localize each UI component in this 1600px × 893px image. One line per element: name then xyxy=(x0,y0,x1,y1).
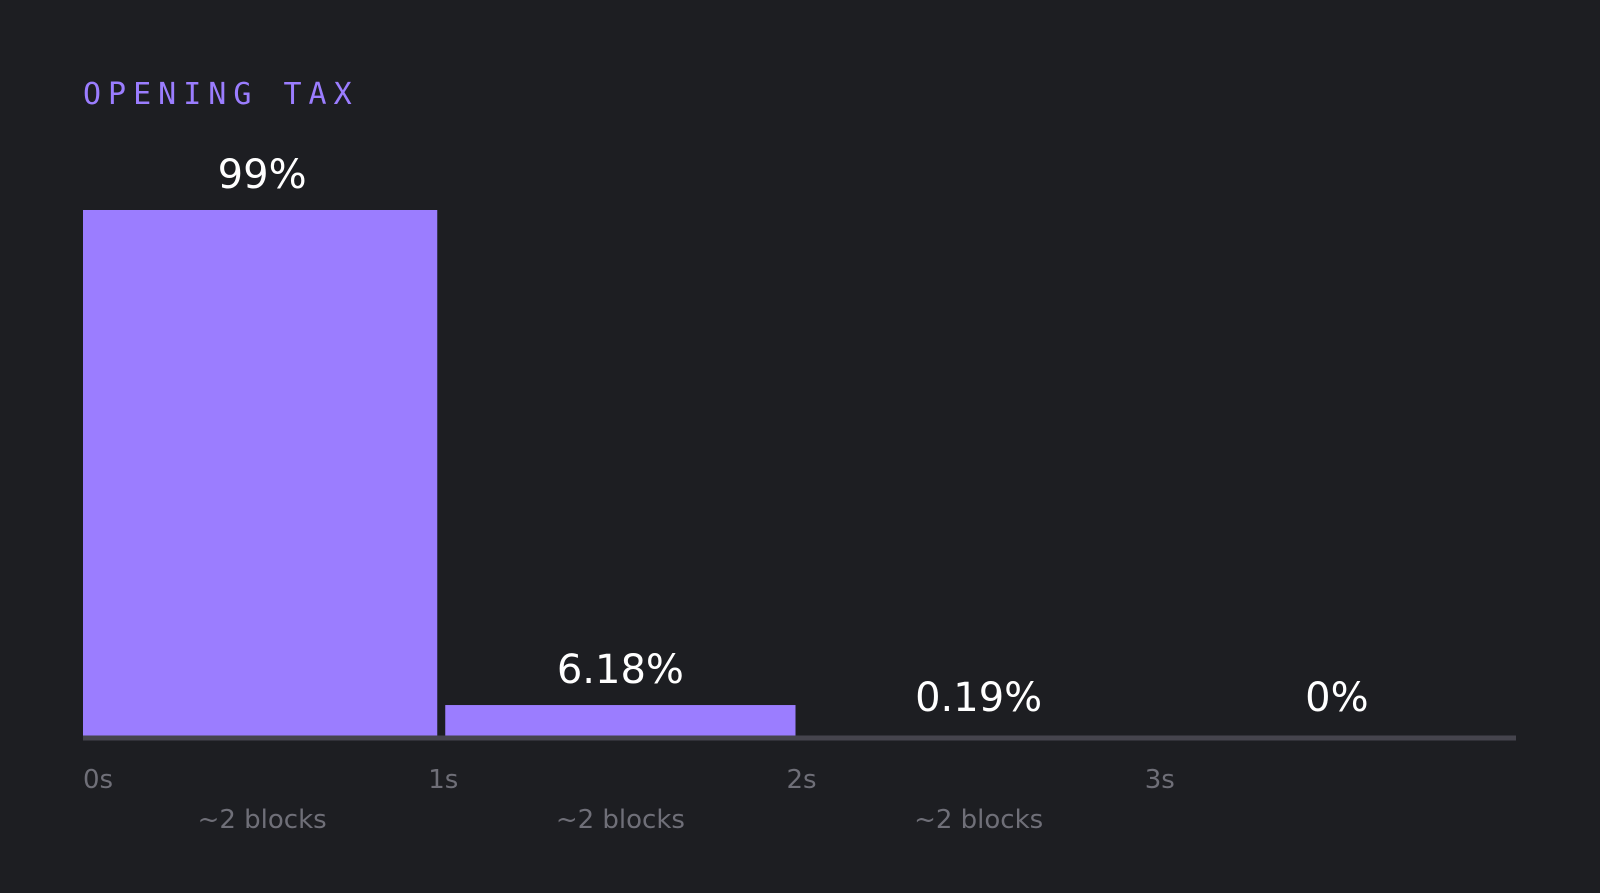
bar-1 xyxy=(445,705,796,738)
bar-sub-label-2: ~2 blocks xyxy=(914,805,1043,835)
x-tick-label-3: 3s xyxy=(1145,765,1175,795)
bar-value-label-1: 6.18% xyxy=(557,647,684,693)
bar-0 xyxy=(83,210,438,738)
chart-title: OPENING TAX xyxy=(83,77,359,112)
x-tick-label-0: 0s xyxy=(83,765,113,795)
bar-sub-label-0: ~2 blocks xyxy=(198,805,327,835)
bar-value-label-3: 0% xyxy=(1305,675,1368,721)
x-tick-label-2: 2s xyxy=(787,765,817,795)
bar-value-label-2: 0.19% xyxy=(915,675,1042,721)
bar-value-label-0: 99% xyxy=(218,152,307,198)
bar-sub-label-1: ~2 blocks xyxy=(556,805,685,835)
x-tick-label-1: 1s xyxy=(428,765,458,795)
